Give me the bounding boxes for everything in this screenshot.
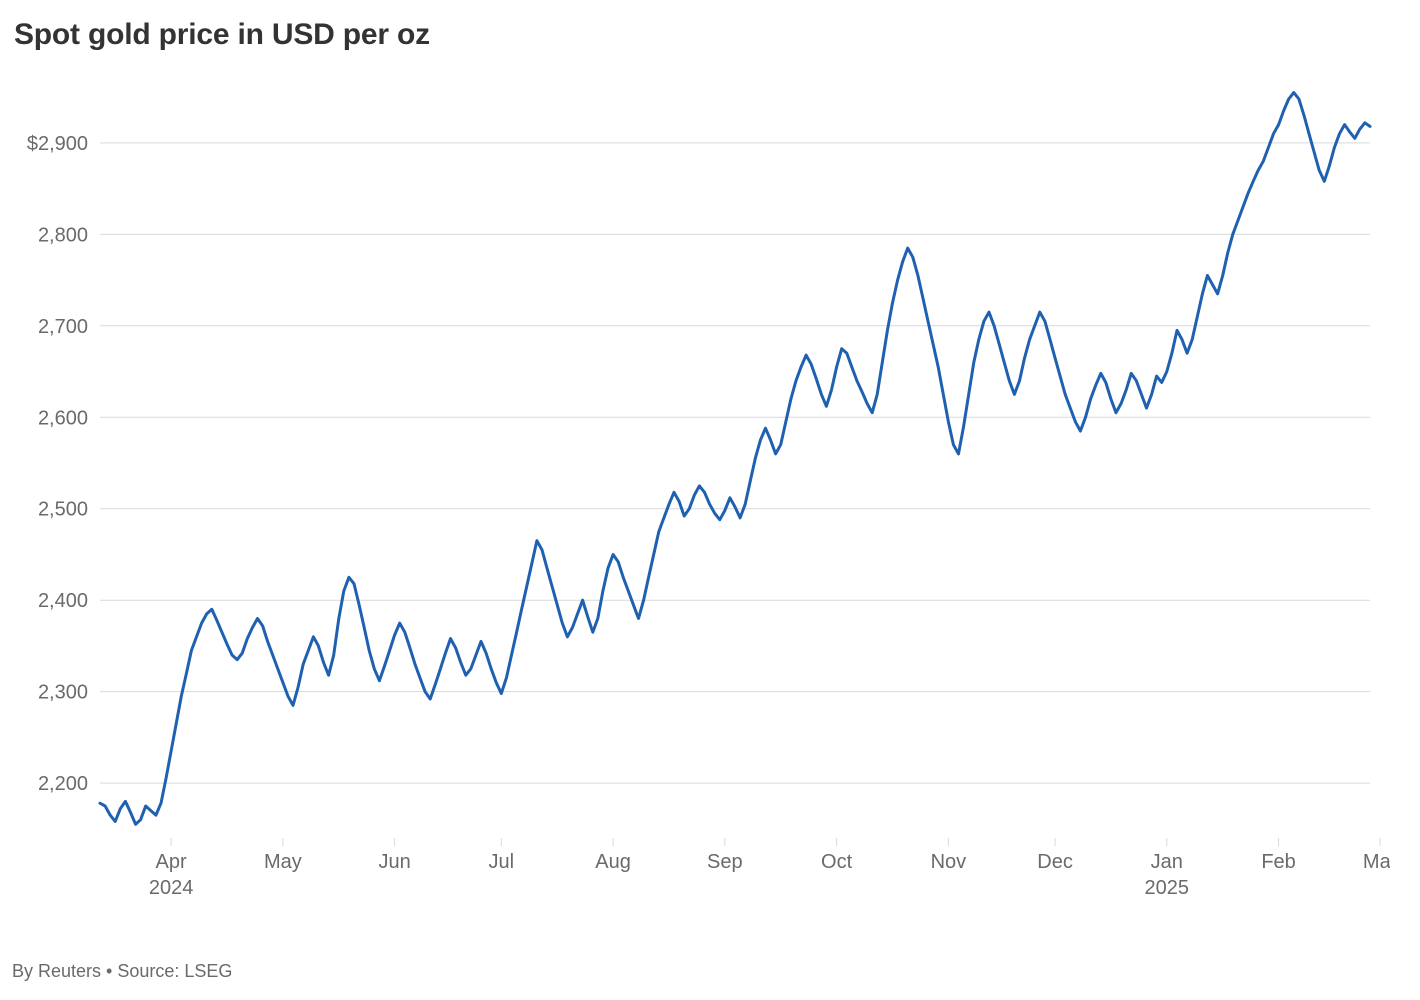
x-tick-year: 2024 — [149, 877, 194, 899]
y-tick-label: 2,800 — [38, 224, 88, 246]
y-tick-label: $2,900 — [27, 133, 88, 155]
x-tick-label: Oct — [821, 851, 853, 873]
x-tick-label: Mar — [1363, 851, 1390, 873]
x-tick-label: Jan — [1151, 851, 1183, 873]
y-gridlines — [100, 143, 1370, 783]
x-tick-year: 2025 — [1145, 877, 1190, 899]
x-tick-label: Sep — [707, 851, 743, 873]
x-tick-label: Aug — [595, 851, 631, 873]
x-tick-label: Nov — [931, 851, 967, 873]
x-tick-label: Jun — [379, 851, 411, 873]
y-tick-label: 2,300 — [38, 682, 88, 704]
y-tick-label: 2,500 — [38, 499, 88, 521]
attribution-line: By Reuters • Source: LSEG — [12, 961, 1392, 982]
x-axis: Apr 2024 May Jun Jul Aug Sep Oct Nov Dec Jan 2025 Fe… — [149, 838, 1390, 899]
x-tick-label: May — [264, 851, 302, 873]
chart-title: Spot gold price in USD per oz — [14, 18, 1392, 52]
gold-price-line-chart: 2,200 2,300 2,400 2,500 2,600 2,700 2,800 $2,90… — [10, 58, 1390, 928]
y-tick-label: 2,600 — [38, 407, 88, 429]
x-tick-label: Jul — [489, 851, 515, 873]
gold-price-series — [100, 93, 1370, 825]
y-tick-label: 2,200 — [38, 773, 88, 795]
x-tick-label: Dec — [1037, 851, 1073, 873]
y-tick-label: 2,400 — [38, 590, 88, 612]
y-tick-label: 2,700 — [38, 316, 88, 338]
x-tick-label: Apr — [156, 851, 187, 873]
x-tick-label: Feb — [1261, 851, 1295, 873]
